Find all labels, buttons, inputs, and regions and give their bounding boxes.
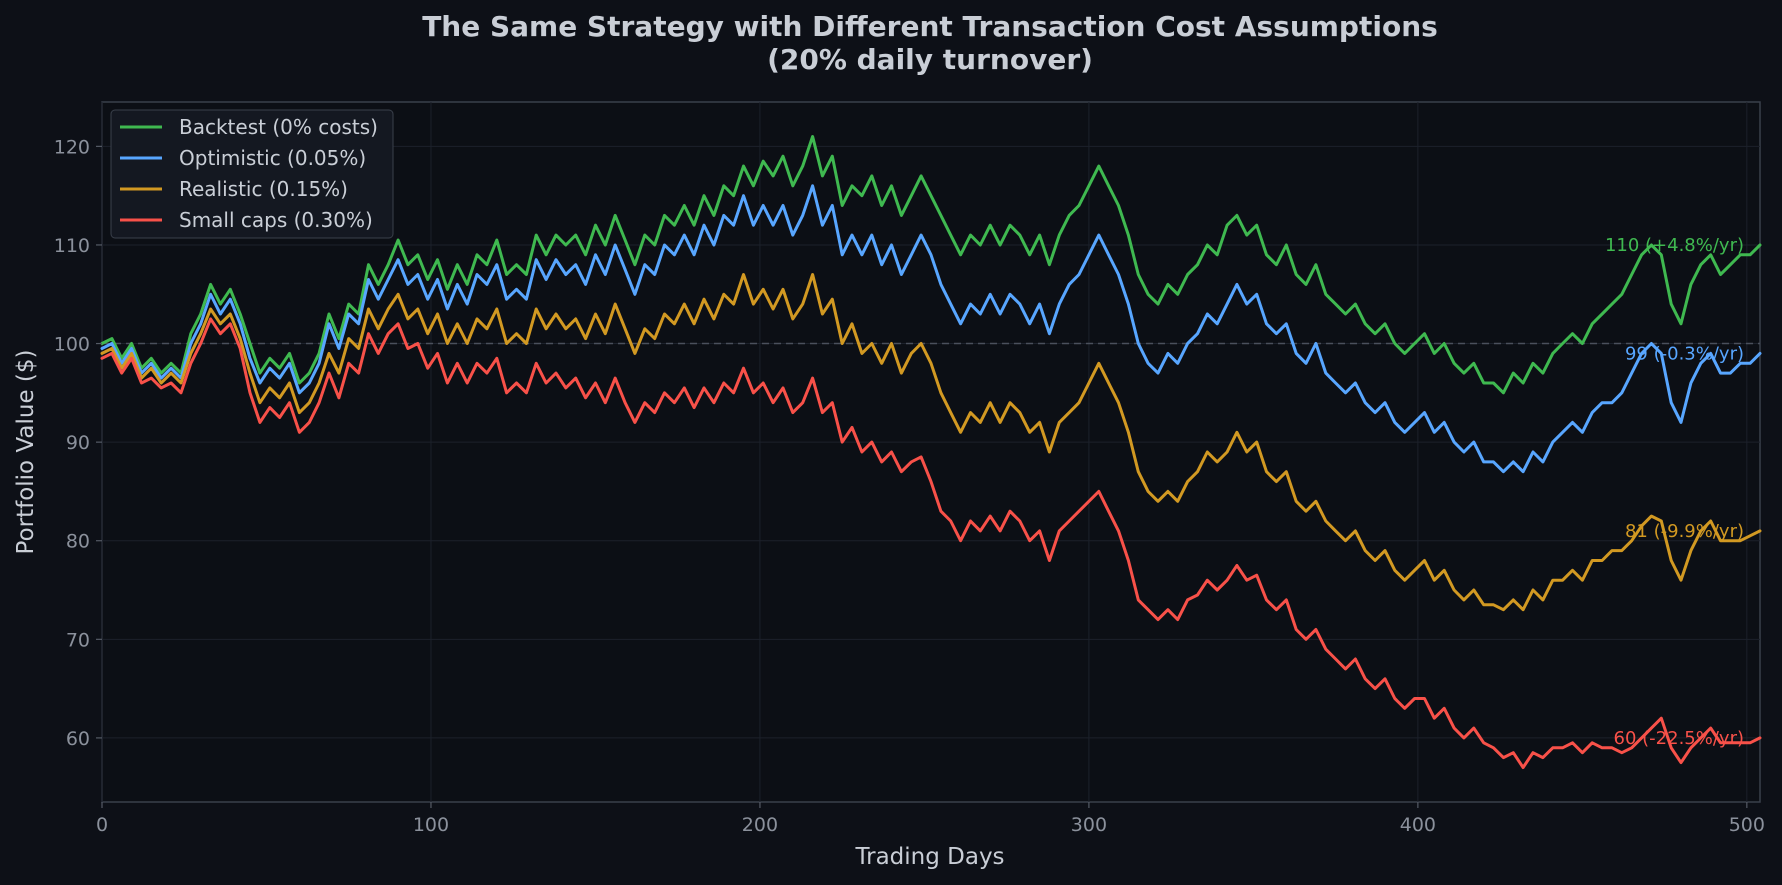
- y-tick-label: 60: [66, 728, 90, 750]
- series-line-1: [100, 184, 1762, 474]
- legend-label: Optimistic (0.05%): [179, 146, 366, 170]
- y-tick-label: 80: [66, 531, 90, 553]
- series-line-2: [100, 273, 1762, 612]
- y-tick-label: 90: [66, 432, 90, 454]
- y-tick-label: 120: [54, 136, 90, 158]
- x-tick-label: 400: [1400, 814, 1436, 836]
- x-axis-ticks: 0 100 200 300 400 500: [96, 802, 1765, 836]
- legend-label: Backtest (0% costs): [179, 115, 378, 139]
- y-tick-label: 100: [54, 334, 90, 356]
- chart-title: The Same Strategy with Different Transac…: [422, 10, 1438, 43]
- series-end-label: 60 (-22.5%/yr): [1614, 728, 1744, 749]
- y-tick-label: 110: [54, 235, 90, 257]
- series-end-label: 81 (-9.9%/yr): [1625, 521, 1744, 542]
- y-axis-label: Portfolio Value ($): [13, 350, 39, 555]
- x-tick-label: 100: [413, 814, 449, 836]
- y-tick-label: 70: [66, 629, 90, 651]
- chart-subtitle: (20% daily turnover): [767, 43, 1093, 76]
- series-end-label: 110 (+4.8%/yr): [1605, 235, 1744, 256]
- x-tick-label: 0: [96, 814, 108, 836]
- end-labels: 110 (+4.8%/yr) 99 (-0.3%/yr) 81 (-9.9%/yr)…: [1605, 235, 1744, 749]
- series-lines: [100, 135, 1762, 769]
- legend-label: Realistic (0.15%): [179, 177, 348, 201]
- legend-items: Backtest (0% costs) Optimistic (0.05%) Rea…: [120, 115, 378, 232]
- legend-label: Small caps (0.30%): [179, 208, 373, 232]
- y-axis-ticks: 60 70 80 90 100 110 120: [54, 136, 102, 750]
- series-line-0: [100, 135, 1762, 395]
- legend-box: [110, 109, 394, 239]
- legend: Backtest (0% costs) Optimistic (0.05%) Rea…: [110, 109, 394, 239]
- series-line-3: [100, 317, 1762, 769]
- series-end-label: 99 (-0.3%/yr): [1625, 343, 1744, 364]
- x-tick-label: 500: [1729, 814, 1765, 836]
- x-axis-label: Trading Days: [854, 844, 1004, 870]
- x-tick-label: 300: [1071, 814, 1107, 836]
- x-tick-label: 200: [742, 814, 778, 836]
